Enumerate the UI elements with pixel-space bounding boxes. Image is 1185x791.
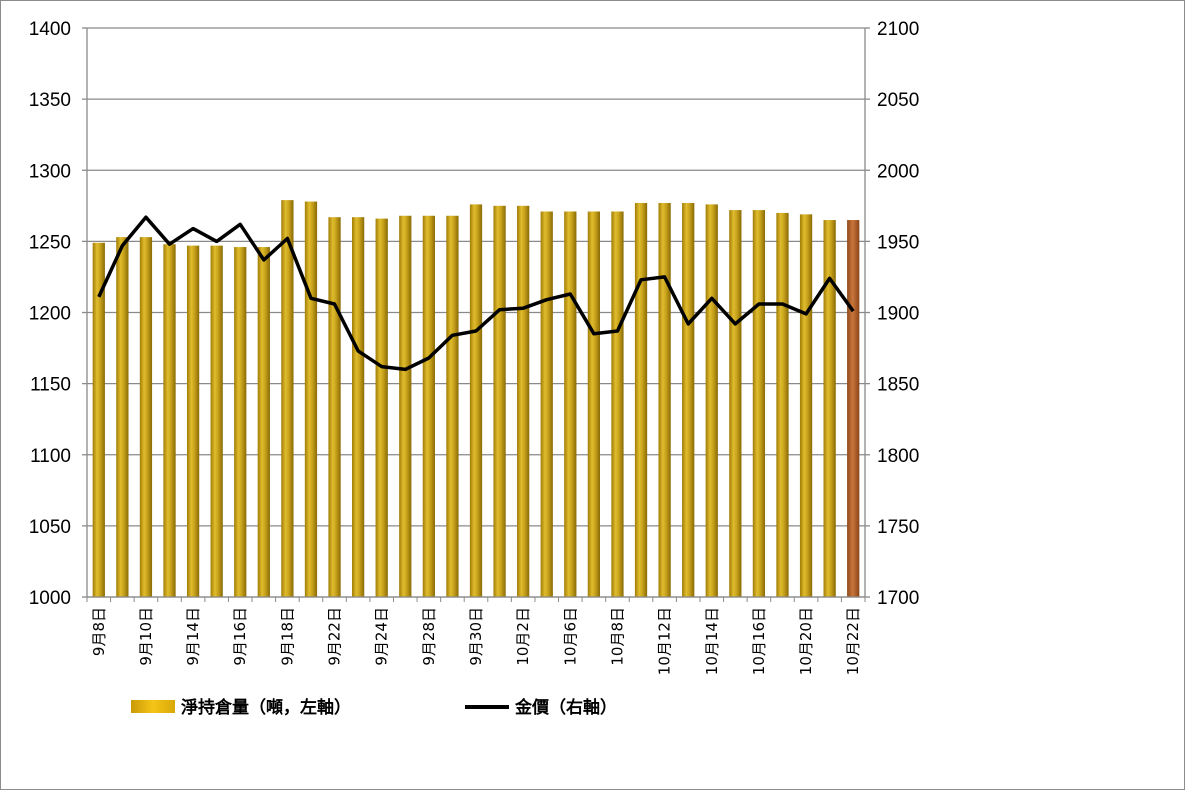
x-tick-label: 9月22日	[326, 607, 344, 666]
bar	[186, 245, 200, 597]
y-tick-label-left: 1050	[29, 517, 71, 538]
y-tick-label-right: 1900	[877, 304, 919, 325]
bar	[611, 211, 624, 597]
x-tick-label: 9月24日	[373, 607, 391, 666]
bar	[705, 204, 718, 597]
bar	[328, 217, 341, 597]
bar	[139, 237, 153, 598]
y-tick-label-right: 2050	[877, 90, 919, 111]
x-tick-label: 9月30日	[467, 607, 485, 666]
legend-line-label: 金價（右軸）	[514, 697, 617, 718]
bar	[682, 202, 695, 597]
y-tick-label-right: 2000	[877, 161, 919, 182]
bar	[375, 218, 388, 598]
bar	[116, 237, 129, 598]
bar	[257, 247, 270, 597]
bar	[234, 247, 247, 597]
bar-series	[92, 200, 860, 598]
x-tick-label: 10月22日	[844, 607, 862, 675]
bar	[587, 211, 601, 597]
x-tick-label: 9月28日	[420, 607, 438, 666]
x-tick-label: 9月8日	[90, 607, 108, 656]
bar	[422, 215, 435, 597]
legend-bar-label: 淨持倉量（噸，左軸）	[181, 697, 351, 718]
y-tick-label-left: 1400	[29, 19, 71, 40]
bar	[399, 215, 412, 597]
bar	[658, 202, 671, 597]
x-tick-label: 10月8日	[608, 607, 626, 666]
y-tick-label-right: 1700	[877, 588, 919, 609]
y-tick-label-right: 2100	[877, 19, 919, 40]
x-tick-label: 10月12日	[656, 607, 674, 675]
bar	[752, 210, 766, 597]
bar	[729, 210, 742, 597]
bar	[564, 211, 577, 597]
y-axis-right-labels: 1700 1750 1800 1850 1900 1950 2000 2050 2100	[877, 19, 919, 609]
gold-price-line	[97, 215, 855, 372]
legend: 淨持倉量（噸，左軸） 金價（右軸）	[131, 697, 617, 718]
y-tick-label-left: 1250	[29, 232, 71, 253]
bar	[210, 245, 223, 597]
x-tick-label: 9月18日	[278, 607, 296, 666]
bar	[540, 211, 553, 597]
y-tick-label-left: 1150	[30, 375, 71, 396]
y-tick-label-left: 1200	[29, 304, 71, 325]
y-tick-label-right: 1850	[877, 375, 919, 396]
x-tick-label: 10月6日	[561, 607, 579, 666]
x-tick-label: 10月14日	[703, 607, 721, 675]
legend-bar-swatch	[131, 700, 175, 713]
x-tick-label: 9月14日	[184, 607, 202, 666]
axes	[82, 27, 870, 602]
x-tick-label: 10月16日	[750, 607, 768, 675]
bar	[304, 201, 318, 598]
bar	[163, 244, 176, 597]
x-tick-label: 9月10日	[137, 607, 155, 666]
x-tick-label: 9月16日	[231, 607, 249, 666]
y-tick-label-left: 1100	[30, 446, 71, 467]
y-axis-left-labels: 1000 1050 1100 1150 1200 1250 1300 1350 1400	[29, 19, 71, 609]
x-axis-labels: 9月8日 9月10日 9月14日 9月16日 9月18日 9月22日 9月24日 9月28日 9…	[90, 607, 862, 675]
bar	[847, 220, 860, 597]
y-tick-label-right: 1950	[877, 232, 919, 253]
x-tick-label: 10月2日	[514, 607, 532, 666]
y-tick-label-right: 1750	[877, 517, 919, 538]
y-tick-label-left: 1350	[29, 90, 71, 111]
bar	[634, 202, 648, 597]
x-tick-label: 10月20日	[797, 607, 815, 675]
bar	[281, 200, 294, 597]
y-tick-label-right: 1800	[877, 446, 919, 467]
bar	[517, 205, 530, 597]
line-series	[97, 215, 855, 372]
y-tick-label-left: 1300	[29, 161, 71, 182]
y-tick-label-left: 1000	[29, 588, 71, 609]
bar	[351, 217, 365, 597]
bar	[799, 214, 813, 597]
bar	[823, 220, 836, 597]
bar	[469, 204, 483, 597]
bar	[92, 242, 105, 598]
bar	[493, 205, 506, 597]
bar	[776, 212, 789, 598]
bar	[446, 215, 459, 597]
